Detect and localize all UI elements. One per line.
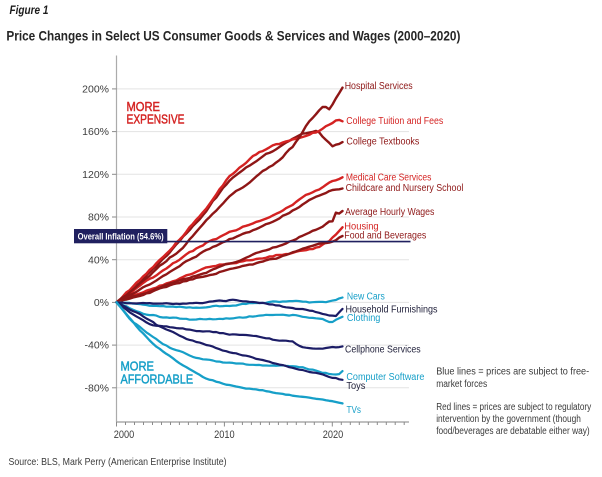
svg-text:Overall Inflation (54.6%): Overall Inflation (54.6%) <box>78 232 164 243</box>
svg-text:TVs: TVs <box>347 405 362 416</box>
svg-text:Computer Software: Computer Software <box>346 372 425 383</box>
svg-text:Toys: Toys <box>346 381 365 392</box>
svg-text:2000: 2000 <box>114 429 135 441</box>
svg-text:EXPENSIVE: EXPENSIVE <box>127 112 185 127</box>
svg-text:Cellphone Services: Cellphone Services <box>345 345 421 356</box>
svg-text:120%: 120% <box>82 169 109 181</box>
svg-text:Average Hourly Wages: Average Hourly Wages <box>345 207 434 218</box>
svg-text:market forces: market forces <box>436 379 487 390</box>
svg-text:Blue lines = prices are subjec: Blue lines = prices are subject to free- <box>436 367 589 378</box>
svg-text:Medical Care Services: Medical Care Services <box>346 173 432 184</box>
svg-text:Red lines = prices are subject: Red lines = prices are subject to regula… <box>436 402 591 413</box>
svg-text:intervention by the government: intervention by the government (though <box>436 414 581 425</box>
svg-text:40%: 40% <box>88 254 109 266</box>
svg-text:College Textbooks: College Textbooks <box>346 136 419 147</box>
svg-text:Household Furnishings: Household Furnishings <box>346 305 438 316</box>
svg-text:-40%: -40% <box>84 340 109 352</box>
svg-text:80%: 80% <box>88 212 109 224</box>
svg-text:0%: 0% <box>94 297 109 309</box>
svg-text:Figure 1: Figure 1 <box>10 5 49 17</box>
svg-text:Food and Beverages: Food and Beverages <box>344 231 426 242</box>
svg-text:-80%: -80% <box>84 382 109 394</box>
svg-text:New Cars: New Cars <box>347 292 385 303</box>
svg-text:Price Changes in Select US Con: Price Changes in Select US Consumer Good… <box>6 28 460 44</box>
svg-text:Clothing: Clothing <box>347 313 381 324</box>
svg-text:College Tuition and Fees: College Tuition and Fees <box>346 116 443 127</box>
svg-text:Childcare and Nursery School: Childcare and Nursery School <box>346 183 464 194</box>
svg-text:Housing: Housing <box>344 222 378 233</box>
svg-text:Source: BLS, Mark Perry (Ameri: Source: BLS, Mark Perry (American Enterp… <box>9 456 227 468</box>
svg-text:160%: 160% <box>82 126 109 138</box>
svg-text:AFFORDABLE: AFFORDABLE <box>121 372 194 387</box>
svg-text:2020: 2020 <box>323 429 344 441</box>
svg-text:MORE: MORE <box>127 99 161 114</box>
svg-text:200%: 200% <box>82 84 109 96</box>
svg-text:2010: 2010 <box>214 429 235 441</box>
svg-text:MORE: MORE <box>121 359 155 374</box>
svg-text:Hospital Services: Hospital Services <box>345 81 413 92</box>
svg-text:food/beverages are debatable e: food/beverages are debatable either way) <box>436 426 590 437</box>
